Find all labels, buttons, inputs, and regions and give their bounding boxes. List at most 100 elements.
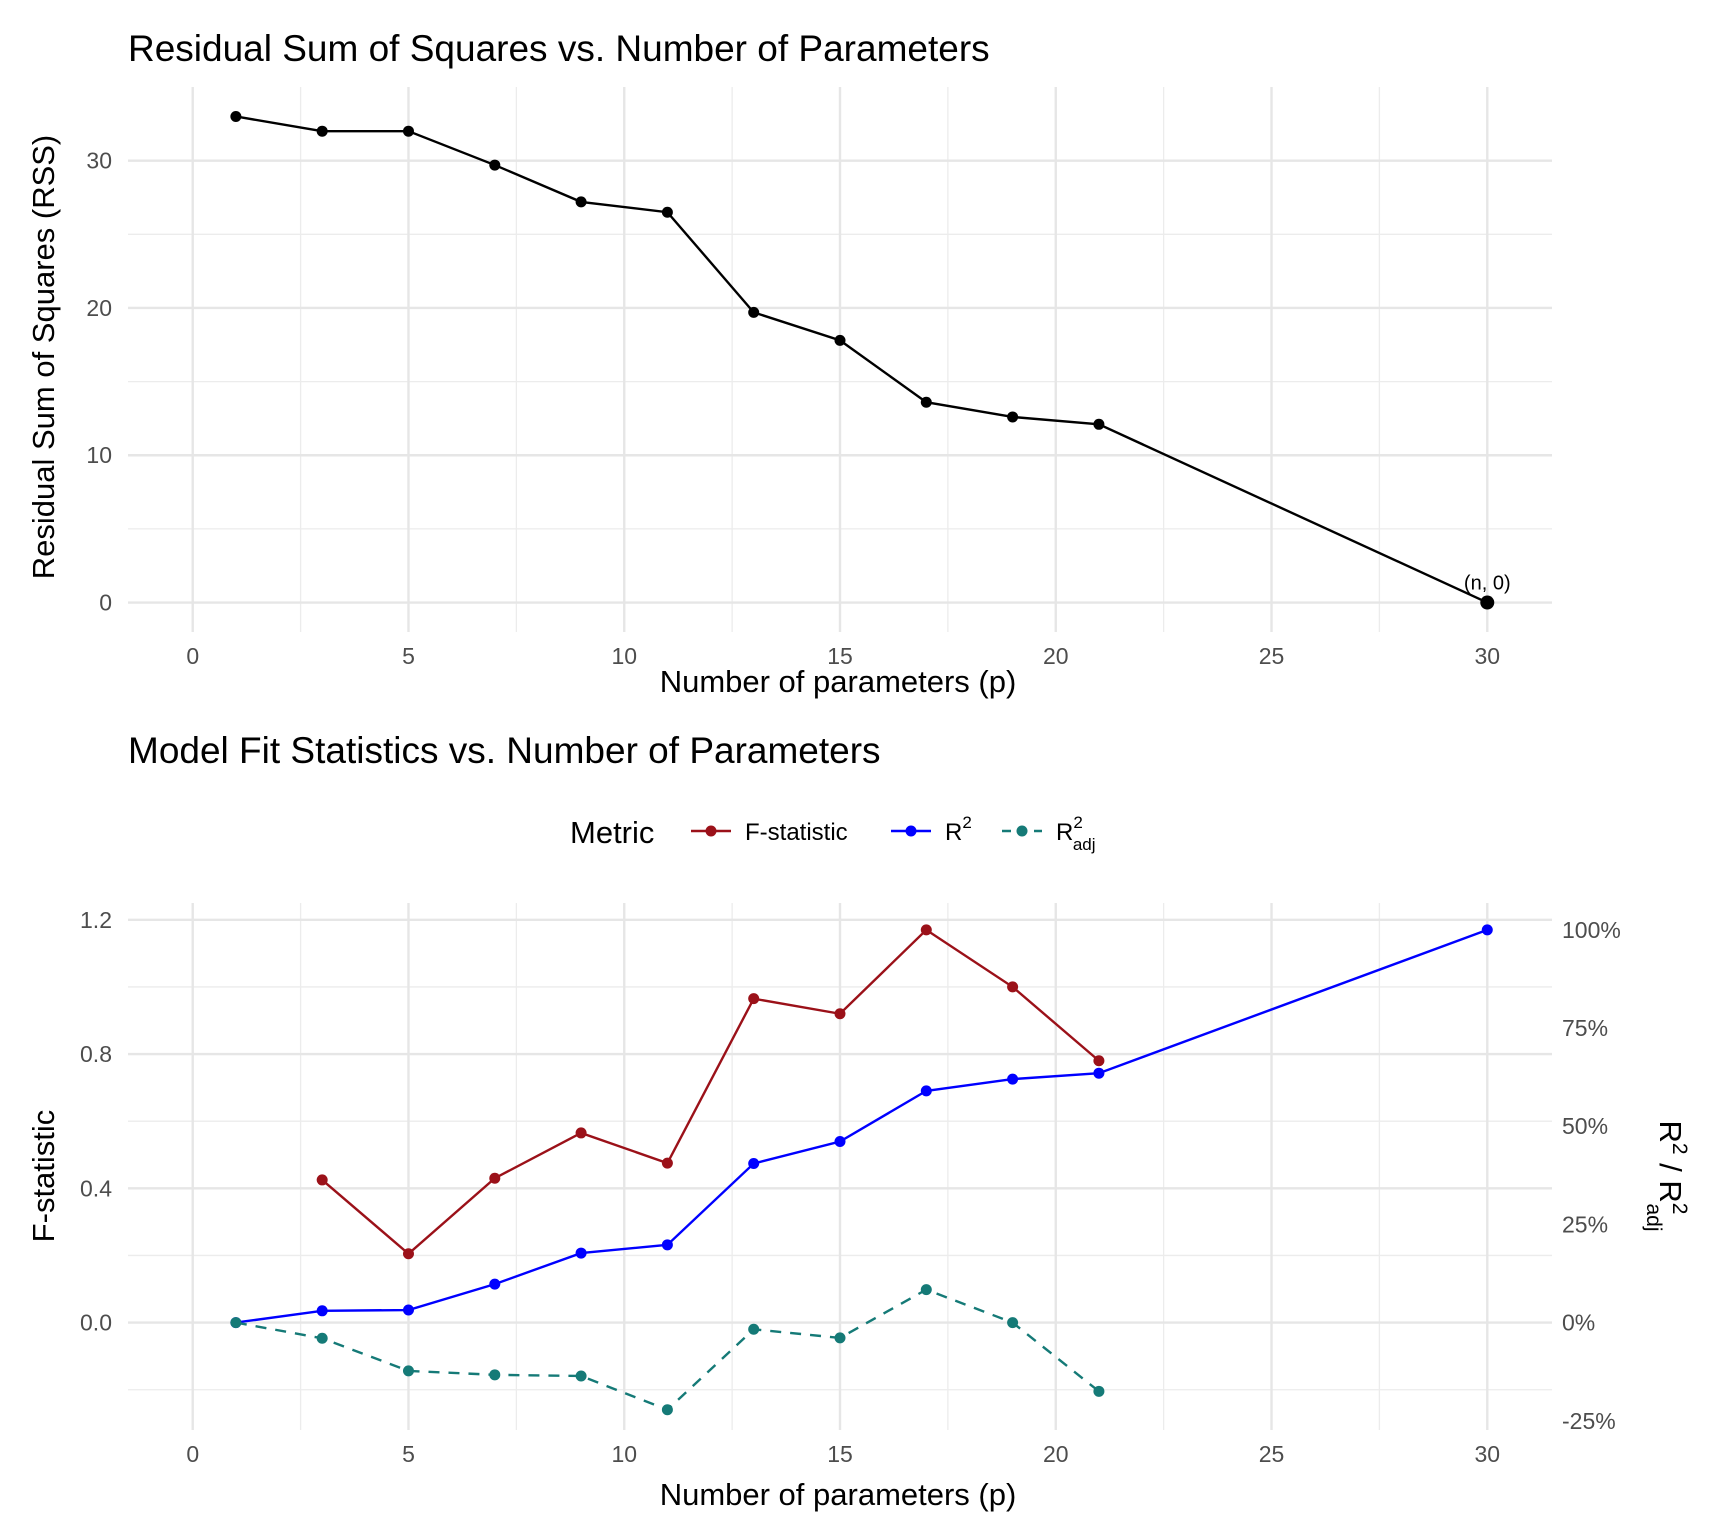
- fit-stats-chart: Model Fit Statistics vs. Number of Param…: [26, 730, 1691, 1512]
- legend-label: R2 adj: [1056, 813, 1096, 854]
- right-axis-title-text: R2 / R2adj: [1642, 1120, 1691, 1231]
- r2-adj-point: [1007, 1317, 1019, 1329]
- f-statistic-line: [321, 928, 1100, 1256]
- rss-x-tick-label: 30: [1474, 643, 1500, 669]
- fit-stats-right-tick-label: -25%: [1562, 1408, 1616, 1434]
- legend-label: F-statistic: [745, 819, 848, 846]
- fit-stats-y-tick-label: 0.0: [80, 1310, 112, 1336]
- rss-line: [235, 115, 1488, 604]
- fit-stats-x-axis-title: Number of parameters (p): [660, 1477, 1017, 1512]
- r2-adj-point: [920, 1284, 932, 1296]
- fit-stats-right-tick-label: 50%: [1562, 1113, 1608, 1139]
- rss-chart-title: Residual Sum of Squares vs. Number of Pa…: [128, 28, 990, 69]
- f-statistic-point: [316, 1174, 328, 1186]
- rss-x-tick-label: 5: [402, 643, 415, 669]
- r2-adj-point: [661, 1404, 673, 1416]
- rss-point: [575, 196, 587, 208]
- legend-key-point: [705, 825, 717, 837]
- f-statistic-point: [1093, 1055, 1105, 1067]
- f-statistic-point: [920, 924, 932, 936]
- legend-label-base: R: [945, 819, 962, 846]
- r2-adj-point: [402, 1365, 414, 1377]
- rss-tick-labels: 0 5 10 15 20 25 30 0 10 20 30: [86, 148, 1500, 669]
- fit-stats-y-tick-label: 1.2: [80, 907, 112, 933]
- fit-stats-y-axis-title: F-statistic: [26, 1110, 61, 1243]
- f-statistic-point: [748, 993, 760, 1005]
- rss-x-tick-label: 20: [1043, 643, 1069, 669]
- r2-adj-point: [489, 1369, 501, 1381]
- right-axis-title-sub2: adj: [1642, 1203, 1665, 1231]
- fit-stats-right-tick-label: 100%: [1562, 917, 1621, 943]
- r2-point: [575, 1247, 587, 1259]
- rss-point: [1480, 595, 1495, 610]
- rss-x-tick-label: 15: [827, 643, 853, 669]
- r2-point: [1093, 1067, 1105, 1079]
- fit-stats-right-tick-label: 25%: [1562, 1211, 1608, 1237]
- r2-adj-line: [235, 1288, 1100, 1412]
- fit-stats-x-tick-label: 25: [1259, 1441, 1285, 1467]
- legend-title: Metric: [570, 815, 654, 850]
- rss-y-axis-title: Residual Sum of Squares (RSS): [26, 135, 61, 580]
- rss-x-tick-label: 10: [611, 643, 637, 669]
- r2-adj-point: [316, 1332, 328, 1344]
- rss-y-tick-label: 10: [86, 442, 112, 468]
- rss-point: [230, 110, 242, 122]
- rss-y-tick-label: 20: [86, 295, 112, 321]
- fit-stats-tick-labels: 0 5 10 15 20 25 30 0.0 0.4 0.8 1.2 -25% 0% 25% 50% 75% 1…: [80, 907, 1621, 1467]
- f-statistic-point: [489, 1172, 501, 1184]
- rss-point: [920, 396, 932, 408]
- f-statistic-point: [1007, 981, 1019, 993]
- rss-chart: Residual Sum of Squares vs. Number of Pa…: [26, 28, 1552, 699]
- fit-stats-x-tick-label: 15: [827, 1441, 853, 1467]
- rss-point: [489, 159, 501, 171]
- r2-adj-point: [748, 1323, 760, 1335]
- fit-stats-right-tick-label: 75%: [1562, 1015, 1608, 1041]
- rss-point: [1007, 411, 1019, 423]
- fit-stats-right-axis-title: R2 / R2adj: [1642, 1120, 1691, 1231]
- r2-point: [316, 1305, 328, 1317]
- f-statistic-point: [575, 1127, 587, 1139]
- rss-y-tick-label: 30: [86, 148, 112, 174]
- r2-line: [235, 928, 1488, 1324]
- right-axis-title-sup: 2: [1668, 1143, 1691, 1155]
- right-axis-title-sup2: 2: [1668, 1203, 1691, 1215]
- right-axis-title-base2: R: [1653, 1180, 1688, 1202]
- rss-x-axis-title: Number of parameters (p): [660, 664, 1017, 699]
- legend-label-base: R: [1056, 819, 1073, 846]
- right-axis-title-sep: /: [1653, 1155, 1688, 1181]
- r2-adj-point: [575, 1370, 587, 1382]
- legend-key-point: [905, 825, 917, 837]
- rss-x-tick-label: 25: [1259, 643, 1285, 669]
- right-axis-title-base: R: [1653, 1120, 1688, 1142]
- rss-point: [316, 125, 328, 137]
- rss-series: [230, 110, 1495, 610]
- fit-stats-x-tick-label: 0: [186, 1441, 199, 1467]
- f-statistic-point: [834, 1008, 846, 1020]
- r2-point: [1007, 1073, 1019, 1085]
- legend-label-superscript: 2: [962, 813, 971, 832]
- fit-stats-x-tick-label: 30: [1474, 1441, 1500, 1467]
- rss-annotations: (n, 0): [1464, 573, 1511, 595]
- f-statistic-point: [661, 1157, 673, 1169]
- fit-stats-y-tick-label: 0.4: [80, 1175, 112, 1201]
- legend-label: R2: [945, 813, 972, 846]
- rss-y-tick-label: 0: [99, 590, 112, 616]
- legend-label-superscript: 2: [1073, 813, 1082, 832]
- fit-stats-series: [230, 924, 1493, 1416]
- fit-stats-x-tick-label: 5: [402, 1441, 415, 1467]
- rss-point: [748, 306, 760, 318]
- f-statistic-point: [402, 1248, 414, 1260]
- fit-stats-y-tick-label: 0.8: [80, 1041, 112, 1067]
- fit-stats-right-tick-label: 0%: [1562, 1310, 1595, 1336]
- r2-point: [661, 1239, 673, 1251]
- r2-point: [489, 1278, 501, 1290]
- r2-point: [920, 1085, 932, 1097]
- legend-key-point: [1016, 825, 1028, 837]
- r2-adj-point: [1093, 1385, 1105, 1397]
- fit-stats-chart-title: Model Fit Statistics vs. Number of Param…: [128, 730, 881, 771]
- legend: Metric F-statistic R2 R2 adj: [570, 813, 1096, 854]
- r2-point: [834, 1136, 846, 1148]
- r2-adj-point: [230, 1317, 242, 1329]
- legend-label-base: F-statistic: [745, 819, 848, 846]
